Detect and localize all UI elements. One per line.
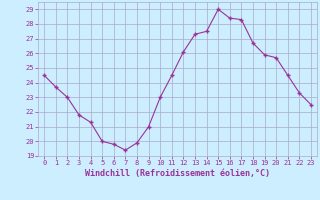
X-axis label: Windchill (Refroidissement éolien,°C): Windchill (Refroidissement éolien,°C) — [85, 169, 270, 178]
